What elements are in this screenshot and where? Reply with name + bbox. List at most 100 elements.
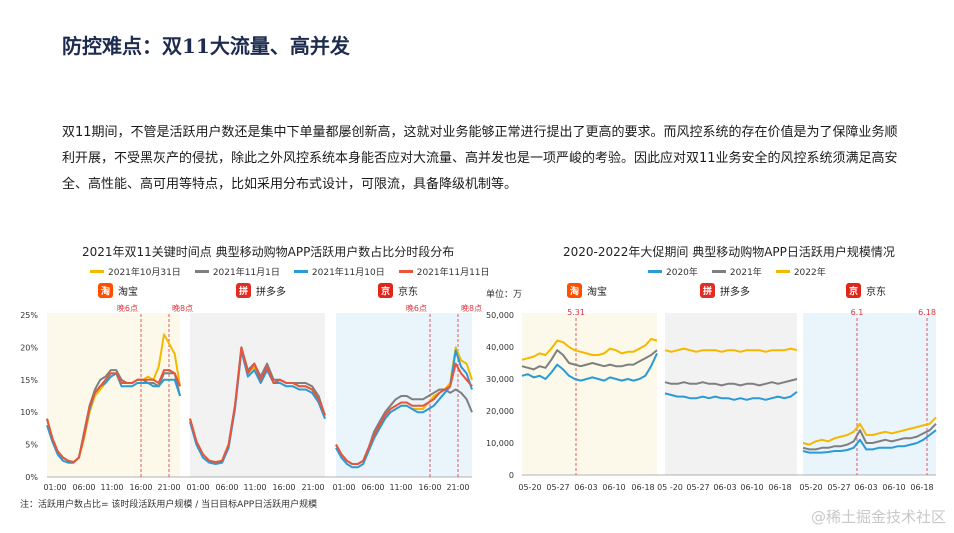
promo-marker-label: 6.1 (851, 308, 864, 317)
left-x-tick-label: 06:00 (72, 483, 95, 492)
promo-marker-label: 5.31 (567, 308, 585, 317)
left-series-line (335, 362, 473, 465)
right-x-tick-label: 06-10 (882, 483, 905, 492)
right-x-tick-label: 05-27 (686, 483, 709, 492)
left-x-tick-label: 21:00 (301, 483, 324, 492)
right-panel-bg-2 (803, 313, 936, 475)
left-x-tick-label: 11:00 (100, 483, 123, 492)
right-x-tick-label: 05-27 (546, 483, 569, 492)
right-y-tick-label: 40,000 (486, 343, 514, 352)
legend-item: 2021年11月11日 (398, 265, 490, 278)
left-x-tick-label: 11:00 (243, 483, 266, 492)
legend-item: 2021年10月31日 (90, 265, 181, 278)
legend-item: 2021年11月10日 (293, 265, 385, 278)
legend-label: 2021年11月11日 (416, 268, 490, 278)
intro-paragraph: 双11期间，不管是活跃用户数还是集中下单量都屡创新高，这就对业务能够正常进行提出… (62, 125, 898, 192)
legend-item: 2021年11月1日 (194, 265, 280, 278)
pinduoduo-logo-icon: 拼 (236, 283, 251, 298)
left-panel-bg-1 (190, 313, 325, 477)
legend-label: 2021年 (729, 268, 762, 278)
brand-jd-left: 京 京东 (378, 283, 418, 298)
brand-label: 淘宝 (118, 287, 138, 298)
left-x-tick-label: 01:00 (332, 483, 355, 492)
right-x-tick-label: 05-27 (827, 483, 850, 492)
legend-label: 2021年11月10日 (311, 268, 385, 278)
legend-item: 2020年 (648, 265, 698, 278)
right-x-tick-label: 05-20 (799, 483, 822, 492)
right-series-line (802, 423, 937, 451)
right-x-tick-label: 06-03 (574, 483, 597, 492)
legend-label: 2021年10月31日 (108, 268, 181, 278)
right-y-tick-label: 50,000 (486, 311, 514, 320)
brand-label: 拼多多 (720, 287, 750, 298)
right-y-tick-label: 10,000 (486, 439, 514, 448)
left-x-tick-label: 01:00 (43, 483, 66, 492)
right-x-tick-label: 06-18 (631, 483, 654, 492)
left-x-tick-label: 21:00 (157, 483, 180, 492)
watermark: @稀土掘金技术社区 (810, 508, 946, 526)
brand-label: 拼多多 (256, 287, 286, 298)
right-series-line (664, 378, 798, 387)
right-series-line (521, 352, 658, 382)
right-x-tick-label: 06-03 (854, 483, 877, 492)
right-series-line (664, 347, 798, 353)
footnote: 注：活跃用户数占比= 该时段活跃用户规模 / 当日目标APP日活跃用户规模 (20, 500, 318, 510)
brand-jd-right: 京 京东 (846, 283, 886, 298)
right-y-tick-label: 0 (509, 471, 514, 480)
left-series-line (189, 349, 326, 465)
right-x-tick-label: 06-10 (602, 483, 625, 492)
right-series-line (802, 429, 937, 454)
left-x-tick-label: 11:00 (389, 483, 412, 492)
right-panel-bg-0 (522, 313, 657, 475)
left-x-tick-label: 16:00 (272, 483, 295, 492)
left-x-tick-label: 06:00 (361, 483, 384, 492)
jd-logo-icon: 京 (378, 283, 393, 298)
jd-logo-icon: 京 (846, 283, 861, 298)
brand-label: 淘宝 (587, 287, 607, 298)
right-series-line (521, 349, 658, 371)
legend-label: 2021年11月1日 (212, 268, 280, 278)
left-series-line (46, 372, 181, 464)
time-marker-label: 晚6点 (117, 303, 138, 313)
left-series-line (46, 369, 181, 464)
left-panel-bg-0 (47, 313, 180, 477)
legend-label: 2022年 (793, 268, 826, 278)
left-y-tick-label: 0% (25, 473, 38, 482)
right-series-line (521, 338, 658, 361)
left-x-tick-label: 16:00 (129, 483, 152, 492)
brand-label: 京东 (398, 287, 418, 298)
right-x-tick-label: 06-10 (740, 483, 763, 492)
taobao-logo-icon: 淘 (567, 283, 582, 298)
right-series-line (664, 391, 798, 401)
time-marker-label: 晚6点 (406, 303, 427, 313)
promo-marker-label: 6.18 (918, 308, 936, 317)
right-chart-unit: 单位：万 (486, 290, 523, 300)
right-chart-legend: 2020年 2021年 2022年 (648, 265, 826, 278)
right-x-tick-label: 06-18 (768, 483, 791, 492)
brand-pinduoduo-left: 拼 拼多多 (236, 283, 286, 298)
right-x-tick-label: 05-20 (518, 483, 541, 492)
left-x-tick-label: 01:00 (186, 483, 209, 492)
brand-pinduoduo-right: 拼 拼多多 (700, 283, 750, 298)
right-x-tick-label: 06-18 (910, 483, 933, 492)
right-y-tick-label: 30,000 (486, 375, 514, 384)
brand-taobao-right: 淘 淘宝 (567, 283, 607, 298)
left-x-tick-label: 21:00 (446, 483, 469, 492)
left-chart-legend: 2021年10月31日 2021年11月1日 2021年11月10日 2021年… (90, 265, 490, 278)
legend-item: 2021年 (711, 265, 762, 278)
legend-label: 2020年 (666, 268, 698, 278)
brand-taobao-left: 淘 淘宝 (98, 283, 138, 298)
left-y-tick-label: 25% (20, 311, 38, 320)
right-y-tick-label: 20,000 (486, 407, 514, 416)
left-x-tick-label: 16:00 (418, 483, 441, 492)
brand-label: 京东 (866, 287, 886, 298)
taobao-logo-icon: 淘 (98, 283, 113, 298)
time-marker-label: 晚8点 (172, 303, 193, 313)
left-series-line (189, 346, 326, 464)
legend-item: 2022年 (775, 265, 826, 278)
right-chart-title: 2020-2022年大促期间 典型移动购物APP日活跃用户规模情况 (563, 245, 895, 259)
time-marker-label: 晚8点 (461, 303, 482, 313)
page-title: 防控难点：双11大流量、高并发 (62, 34, 350, 58)
left-chart-title: 2021年双11关键时间点 典型移动购物APP活跃用户数占比分时段分布 (82, 245, 455, 259)
